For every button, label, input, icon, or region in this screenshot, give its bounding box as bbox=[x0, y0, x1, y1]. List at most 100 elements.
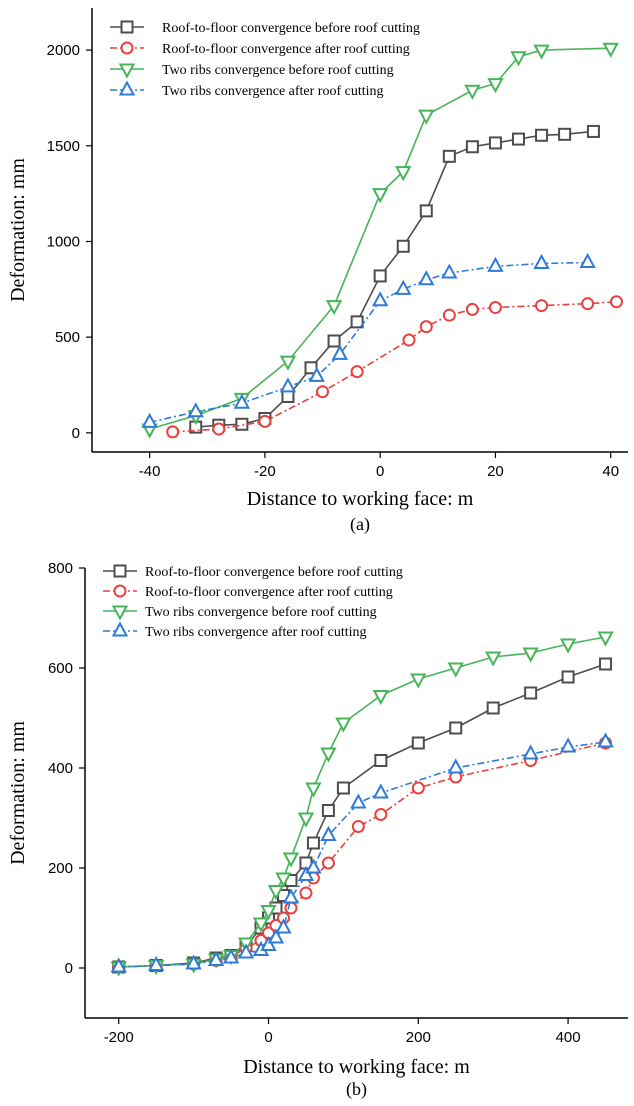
panel-a-series-3-point-5 bbox=[331, 344, 349, 360]
chart-panel-a: -40 -20 0 20 40 0 500 1000 1500 2000 Distance to w… bbox=[7, 8, 628, 535]
panel-a-series-1-point-9 bbox=[488, 301, 502, 315]
panel-b-x-tick-label-3: 400 bbox=[556, 1029, 581, 1046]
panel-a-series-1-point-3 bbox=[316, 385, 330, 399]
panel-a-series-0-point-8 bbox=[373, 269, 387, 283]
panel-a-series-2-point-4 bbox=[325, 300, 343, 316]
panel-b-x-tick-label-2: 200 bbox=[406, 1029, 431, 1046]
panel-a-series-0-point-13 bbox=[488, 136, 502, 150]
panel-a-y-tick-label-1: 500 bbox=[55, 329, 80, 346]
panel-a-series-3-line bbox=[149, 261, 588, 424]
panel-a-legend-marker-point-3 bbox=[118, 80, 136, 96]
panel-a-series-3-point-10 bbox=[487, 256, 504, 272]
panel-a-y-axis-title: Deformation: mm bbox=[7, 158, 29, 302]
panel-b-series-2-point-12 bbox=[305, 782, 322, 798]
panel-b-series-3-point-16 bbox=[447, 758, 464, 774]
panel-b-series-2-point-17 bbox=[447, 662, 464, 678]
chart-panel-b: -200 0 200 400 0 200 400 600 800 Distance to work… bbox=[7, 560, 628, 1100]
panel-b-series-3-point-7 bbox=[260, 935, 277, 951]
panel-b-x-tick-label-1: 0 bbox=[264, 1029, 272, 1046]
panel-b-y-tick-label-2: 400 bbox=[48, 760, 73, 777]
panel-a-series-0-point-14 bbox=[511, 132, 525, 146]
panel-b-series-0-point-18 bbox=[486, 701, 500, 715]
panel-a-series-3-point-8 bbox=[418, 270, 435, 286]
panel-b-legend-marker-point-0 bbox=[113, 564, 127, 578]
panel-a-series-3-point-2 bbox=[233, 393, 251, 409]
panel-a-series-1-point-11 bbox=[581, 297, 595, 311]
panel-a-series-1-point-12 bbox=[609, 295, 623, 309]
panel-b-series-2-point-10 bbox=[282, 852, 300, 868]
panel-b-y-tick-label-0: 0 bbox=[65, 960, 73, 977]
panel-b-series-2-point-21 bbox=[597, 631, 614, 647]
panel-b-y-tick-label-4: 800 bbox=[48, 560, 73, 577]
panel-a-series-3-point-3 bbox=[279, 377, 297, 393]
panel-b-y-tick-label-1: 200 bbox=[48, 860, 73, 877]
panel-a-series-1-point-5 bbox=[402, 333, 416, 347]
panel-a-x-tick-label-0: -40 bbox=[139, 463, 161, 480]
panel-a-series-0-point-10 bbox=[419, 204, 433, 218]
panel-a-series-0-point-9 bbox=[396, 239, 410, 253]
panel-a-y-tick-label-2: 1000 bbox=[47, 233, 80, 250]
panel-b-legend-entry-3: Two ribs convergence after roof cutting bbox=[145, 625, 367, 640]
panel-a-y-tick-label-0: 0 bbox=[72, 425, 80, 442]
panel-a-series-2-point-5 bbox=[371, 188, 389, 204]
panel-a-x-tick-label-4: 40 bbox=[602, 463, 619, 480]
panel-b-series-2-point-20 bbox=[559, 638, 577, 654]
panel-b-series-1-point-10 bbox=[284, 901, 298, 915]
panel-a-series-3-point-9 bbox=[441, 263, 458, 279]
panel-a-series-0-point-17 bbox=[586, 124, 600, 138]
panel-a-series-1-point-4 bbox=[350, 365, 364, 379]
panel-a-series-1-point-8 bbox=[465, 302, 479, 316]
panel-a-series-2-point-7 bbox=[418, 109, 435, 125]
panel-b-series-2-point-18 bbox=[485, 651, 502, 667]
panel-a-series-2-point-8 bbox=[464, 84, 481, 100]
panel-b-series-1-point-11 bbox=[299, 886, 313, 900]
panel-a-series-3-point-11 bbox=[533, 253, 550, 269]
panel-a-series-0-point-12 bbox=[465, 140, 479, 154]
panel-b-series-0-point-13 bbox=[321, 804, 335, 817]
panel-a-series-0-point-2 bbox=[235, 417, 249, 431]
panel-b-legend-entry-0: Roof-to-floor convergence before roof cu… bbox=[145, 565, 403, 580]
panel-b-series-1-point-13 bbox=[321, 856, 335, 870]
panel-a-series-0-point-7 bbox=[350, 315, 364, 329]
panel-a-series-1-point-7 bbox=[442, 308, 456, 322]
panel-a-series-2-point-6 bbox=[395, 166, 412, 182]
panel-a-legend-entry-3: Two ribs convergence after roof cutting bbox=[162, 84, 384, 99]
panel-a-series-2-point-10 bbox=[510, 51, 527, 67]
panel-b-series-3-point-18 bbox=[559, 737, 577, 753]
panel-b-series-0-point-17 bbox=[449, 721, 463, 735]
panel-b-series-2-point-6 bbox=[252, 917, 270, 933]
panel-b-x-tick-label-0: -200 bbox=[104, 1029, 134, 1046]
panel-b-label: (b) bbox=[346, 1079, 367, 1100]
panel-b-series-1-point-16 bbox=[411, 781, 425, 795]
panel-a-series-1-line bbox=[172, 300, 617, 433]
panel-a-legend-marker-point-0 bbox=[120, 20, 134, 34]
panel-a-series-2-point-11 bbox=[533, 44, 550, 60]
panel-b-series-3-point-9 bbox=[275, 918, 292, 934]
panel-a-series-0-point-15 bbox=[535, 128, 549, 142]
panel-a-legend-entry-2: Two ribs convergence before roof cutting bbox=[162, 63, 394, 78]
panel-a-series-0-point-4 bbox=[281, 390, 295, 403]
panel-b-series-2-point-13 bbox=[320, 747, 337, 763]
panel-a-series-0-point-6 bbox=[327, 334, 341, 348]
panel-a-legend: Roof-to-floor convergence before roof cu… bbox=[110, 20, 420, 99]
panel-b-series-3-point-2 bbox=[185, 954, 202, 970]
panel-a-series-0-line bbox=[195, 130, 594, 428]
panel-a-series-3-point-7 bbox=[395, 279, 412, 295]
panel-a-legend-marker-point-2 bbox=[118, 63, 136, 79]
panel-b-series-3-point-14 bbox=[350, 793, 367, 809]
panel-b-series-1-point-15 bbox=[374, 808, 388, 821]
panel-b-series-2-point-15 bbox=[372, 690, 390, 706]
panel-b-series-0-point-14 bbox=[336, 781, 350, 795]
panel-b-legend-entry-2: Two ribs convergence before roof cutting bbox=[145, 605, 377, 620]
panel-a-x-tick-label-3: 20 bbox=[487, 463, 504, 480]
panel-a-series-1-point-6 bbox=[419, 320, 433, 334]
panel-b-series-3-point-10 bbox=[282, 888, 300, 904]
panel-b-x-axis-title: Distance to working face: m bbox=[243, 1056, 470, 1078]
panel-a-series-3-point-12 bbox=[579, 252, 596, 269]
panel-b-series-0-point-19 bbox=[524, 686, 538, 700]
panel-b-series-3-point-3 bbox=[207, 950, 225, 966]
panel-b-series-0-point-16 bbox=[411, 736, 425, 750]
panel-b-series-3-point-0 bbox=[110, 957, 127, 973]
panel-a-series-3-point-0 bbox=[141, 412, 158, 428]
